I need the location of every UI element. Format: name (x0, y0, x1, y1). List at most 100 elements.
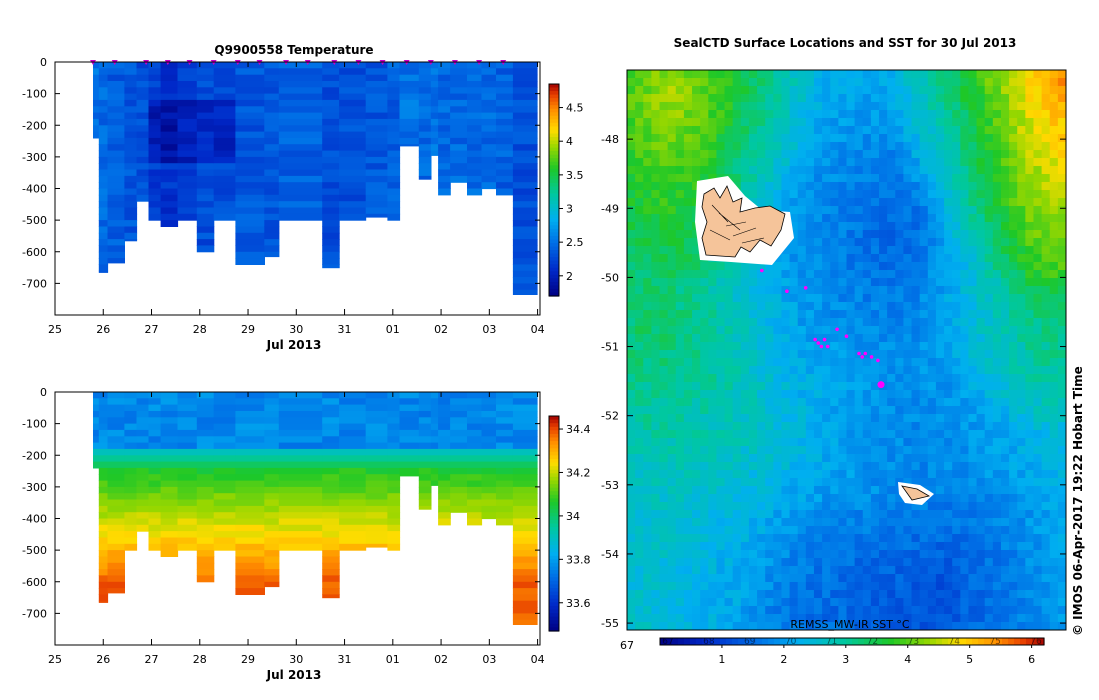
sst-cell (838, 478, 847, 487)
sst-cell (887, 350, 896, 359)
colorbar-segment (549, 530, 559, 535)
sst-cell (708, 110, 717, 119)
section-cell (467, 417, 483, 425)
sst-cell (627, 166, 636, 175)
sst-cell (789, 462, 799, 471)
sst-cell (862, 86, 872, 95)
section-cell (496, 163, 514, 171)
sst-cell (757, 102, 766, 111)
sst-cell (757, 350, 766, 359)
section-cell (148, 131, 162, 139)
sst-cell (716, 270, 726, 279)
sst-cell (879, 190, 888, 199)
sst-cell (952, 294, 961, 303)
sst-cell (683, 142, 693, 151)
sst-cell (862, 318, 872, 327)
sst-cell (935, 254, 945, 263)
sst-cell (765, 470, 774, 479)
sst-cell (838, 502, 847, 511)
section-cell (235, 417, 265, 425)
sst-cell (960, 190, 969, 199)
sst-cell (781, 254, 791, 263)
sst-cell (797, 310, 807, 319)
section-cell (124, 423, 138, 431)
section-cell (213, 93, 236, 101)
sst-cell (992, 326, 1002, 335)
sst-cell (1025, 278, 1034, 287)
sst-cell (667, 414, 677, 423)
sst-cell (862, 342, 872, 351)
sst-cell (781, 246, 791, 255)
section-cell (387, 429, 401, 437)
section-cell (365, 423, 388, 431)
section-cell (512, 537, 538, 545)
sst-cell (724, 502, 734, 511)
section-cell (235, 194, 265, 202)
sst-cell (960, 502, 969, 511)
sst-cell (757, 454, 766, 463)
sst-cell (732, 326, 742, 335)
sst-cell (813, 366, 823, 375)
sst-cell (773, 502, 782, 511)
sst-cell (830, 414, 839, 423)
sst-cell (870, 366, 880, 375)
section-cell (136, 182, 150, 190)
sst-cell (1033, 414, 1043, 423)
sst-cell (935, 238, 945, 247)
sst-cell (911, 342, 921, 351)
sst-cell (643, 350, 652, 359)
sst-cell (789, 318, 799, 327)
sst-cell (700, 166, 709, 175)
section-cell (148, 201, 162, 209)
sst-cell (1041, 566, 1051, 575)
sst-cell (773, 70, 782, 79)
sst-cell (757, 366, 766, 375)
sst-cell (830, 438, 839, 447)
sst-cell (1041, 78, 1051, 87)
section-cell (93, 68, 100, 76)
section-cell (160, 512, 179, 520)
sst-cell (935, 190, 945, 199)
sst-cell (789, 414, 799, 423)
sst-cell (895, 78, 904, 87)
sst-cell (830, 566, 839, 575)
sst-cell (797, 326, 807, 335)
sst-cell (805, 334, 815, 343)
sst-cell (838, 310, 847, 319)
sst-cell (1049, 270, 1059, 279)
sst-cell (919, 94, 929, 103)
section-cell (438, 150, 451, 158)
sst-cell (919, 406, 929, 415)
sst-cell (976, 374, 986, 383)
sst-cell (643, 206, 652, 215)
sst-cell (879, 254, 888, 263)
sst-cell (627, 534, 636, 543)
sst-cell (627, 118, 636, 127)
sst-cell (789, 422, 799, 431)
sst-cell (919, 454, 929, 463)
sst-cell (1000, 118, 1010, 127)
sst-cell (870, 246, 880, 255)
sst-cell (740, 190, 750, 199)
sst-cell (838, 198, 847, 207)
sst-cell (854, 414, 864, 423)
sst-cell (773, 390, 782, 399)
section-cell (481, 81, 497, 88)
sst-cell (805, 422, 815, 431)
sst-cell (748, 534, 758, 543)
sst-cell (862, 534, 872, 543)
section-cell (177, 131, 198, 139)
sst-cell (1025, 518, 1034, 527)
sst-cell (1041, 486, 1051, 495)
sst-cell (830, 254, 839, 263)
sst-cell (887, 126, 896, 135)
sst-cell (911, 414, 921, 423)
sst-cell (732, 366, 742, 375)
sst-cell (887, 326, 896, 335)
sst-cell (708, 270, 717, 279)
sst-cell (757, 558, 766, 567)
sst-cell (879, 534, 888, 543)
sst-cell (895, 438, 904, 447)
sst-cell (683, 94, 693, 103)
sst-cell (627, 406, 636, 415)
